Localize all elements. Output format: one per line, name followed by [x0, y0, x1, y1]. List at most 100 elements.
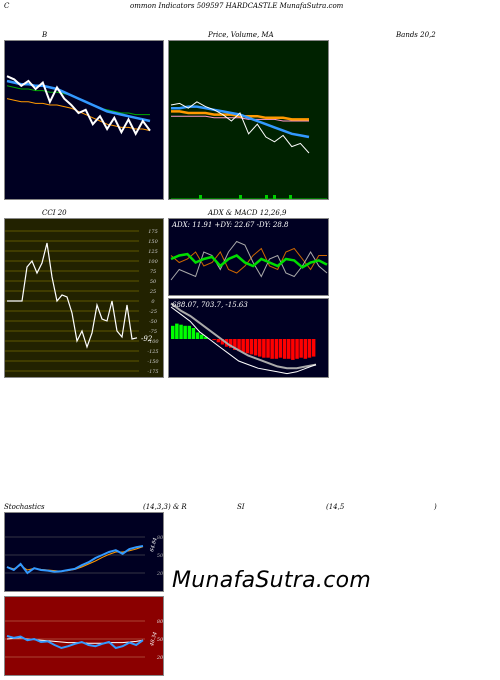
cci-tick-label: 75	[150, 269, 156, 275]
macd-histogram-bar	[179, 324, 183, 339]
cci-tick-label: 25	[149, 289, 156, 295]
macd-histogram-bar	[278, 339, 283, 358]
cci-tick-label: 100	[148, 259, 158, 265]
macd-histogram-bar	[229, 339, 233, 348]
macd-histogram-bar	[187, 325, 192, 339]
macd-histogram-bar	[220, 339, 225, 345]
title-price: Price, Volume, MA	[208, 31, 274, 39]
volume-bar	[273, 195, 276, 199]
macd-histogram-bar	[299, 339, 303, 358]
cci-tick-label: -75	[149, 329, 157, 335]
cci-tick-label: 150	[148, 239, 158, 245]
macd-histogram-bar	[204, 336, 208, 339]
adx-minus-di-line	[170, 247, 327, 274]
rsi-tick-label: 50	[157, 637, 164, 643]
stoch-k-line	[6, 545, 144, 575]
macd-histogram-bar	[200, 334, 204, 339]
macd-line	[170, 306, 317, 375]
volume-bar	[239, 195, 242, 199]
stoch-value-label: 64.84	[149, 537, 159, 552]
cci-tick-label: 50	[150, 279, 157, 285]
volume-bar	[199, 195, 202, 199]
bollinger-chart	[6, 75, 151, 136]
price-ma-long-line	[171, 115, 309, 122]
macd-readout: 688.07, 703.7, -15.63	[172, 301, 248, 309]
cci-chart: 175 150 125 100 75 50 25 0 -25 -50 -75 -100 -125 -150…	[5, 229, 159, 375]
stochastics-panel: 80 50 20 64.84	[4, 512, 164, 592]
macd-histogram-bar	[212, 339, 216, 341]
macd-histogram-bar	[274, 339, 279, 359]
stoch-tick-label: 20	[156, 571, 164, 577]
cci-tick-label: -175	[147, 369, 158, 375]
cci-tick-label: -50	[149, 319, 158, 325]
macd-signal-line	[170, 302, 317, 370]
macd-histogram-bar	[245, 339, 250, 354]
title-cci: CCI 20	[42, 209, 67, 217]
title-bands: Bands 20,2	[396, 31, 436, 39]
rsi-chart: 80 50 20 48.34	[5, 619, 164, 661]
rsi-tick-label: 80	[157, 619, 164, 625]
macd-histogram-bar	[237, 339, 241, 352]
macd-histogram-bar	[266, 339, 270, 358]
title-stochastics-params: (14,3,3) & R	[143, 503, 187, 511]
macd-histogram-bar	[195, 332, 200, 339]
cci-tick-label: -150	[147, 359, 159, 365]
rsi-panel: 80 50 20 48.34	[4, 596, 164, 676]
bollinger-price-line	[6, 75, 151, 136]
stochastics-chart: 80 50 20 64.84	[5, 535, 164, 577]
price-ma-mid-line	[171, 110, 309, 121]
price-panel	[168, 40, 329, 200]
macd-histogram-bar	[311, 339, 316, 357]
macd-histogram-bar	[249, 339, 254, 355]
cci-line	[7, 242, 138, 349]
macd-histogram-bar	[241, 339, 245, 353]
macd-histogram-bar	[295, 339, 299, 359]
rsi-tick-label: 20	[156, 655, 164, 661]
watermark: MunafaSutra.com	[172, 568, 372, 593]
header-title: ommon Indicators 509597 HARDCASTLE Munaf…	[130, 2, 344, 10]
stoch-tick-label: 50	[157, 553, 164, 559]
bollinger-lower-band	[6, 98, 151, 132]
title-rsi-params: (14,5	[326, 503, 345, 511]
macd-histogram-bar	[258, 339, 262, 357]
rsi-value-label: 48.34	[149, 631, 159, 647]
adx-line	[170, 252, 328, 269]
title-adx: ADX & MACD 12,26,9	[208, 209, 287, 217]
macd-histogram-bar	[216, 339, 221, 343]
rsi-line	[6, 635, 144, 650]
macd-histogram-bar	[303, 339, 308, 359]
macd-chart	[170, 302, 317, 375]
stoch-d-line	[6, 546, 144, 572]
macd-histogram-bar	[282, 339, 287, 359]
macd-histogram-bar	[253, 339, 258, 356]
macd-panel: 688.07, 703.7, -15.63	[168, 298, 329, 378]
adx-panel: ADX: 11.91 +DY: 22.67 -DY: 28.8	[168, 218, 329, 296]
price-ma-short-line	[171, 105, 310, 139]
title-b: B	[42, 31, 48, 39]
cci-tick-label: 175	[148, 229, 158, 235]
cci-tick-label: -125	[147, 349, 158, 355]
macd-histogram-bar	[287, 339, 291, 359]
cci-tick-label: -25	[149, 309, 157, 315]
price-close-line	[170, 101, 310, 154]
macd-histogram-bar	[171, 325, 175, 339]
cci-panel: 175 150 125 100 75 50 25 0 -25 -50 -75 -100 -125 -150…	[4, 218, 164, 378]
macd-histogram-bar	[191, 328, 196, 339]
bollinger-upper-band	[6, 85, 150, 116]
title-stochastics: Stochastics	[4, 503, 45, 511]
cci-tick-label: 0	[151, 299, 155, 305]
volume-bar	[289, 195, 292, 199]
stoch-tick-label: 80	[157, 535, 164, 541]
volume-bar	[265, 195, 268, 199]
price-chart	[170, 101, 327, 199]
title-rsi: SI	[237, 503, 245, 511]
cci-tick-label: 125	[148, 249, 158, 255]
cci-value-label: -92	[141, 335, 153, 343]
macd-histogram-bar	[175, 323, 179, 339]
bollinger-middle-band	[6, 79, 151, 123]
macd-histogram-bar	[262, 339, 266, 358]
macd-histogram-bar	[307, 339, 312, 358]
adx-readout: ADX: 11.91 +DY: 22.67 -DY: 28.8	[172, 221, 289, 229]
header-left: C	[4, 2, 10, 10]
macd-histogram-bar	[270, 339, 274, 359]
